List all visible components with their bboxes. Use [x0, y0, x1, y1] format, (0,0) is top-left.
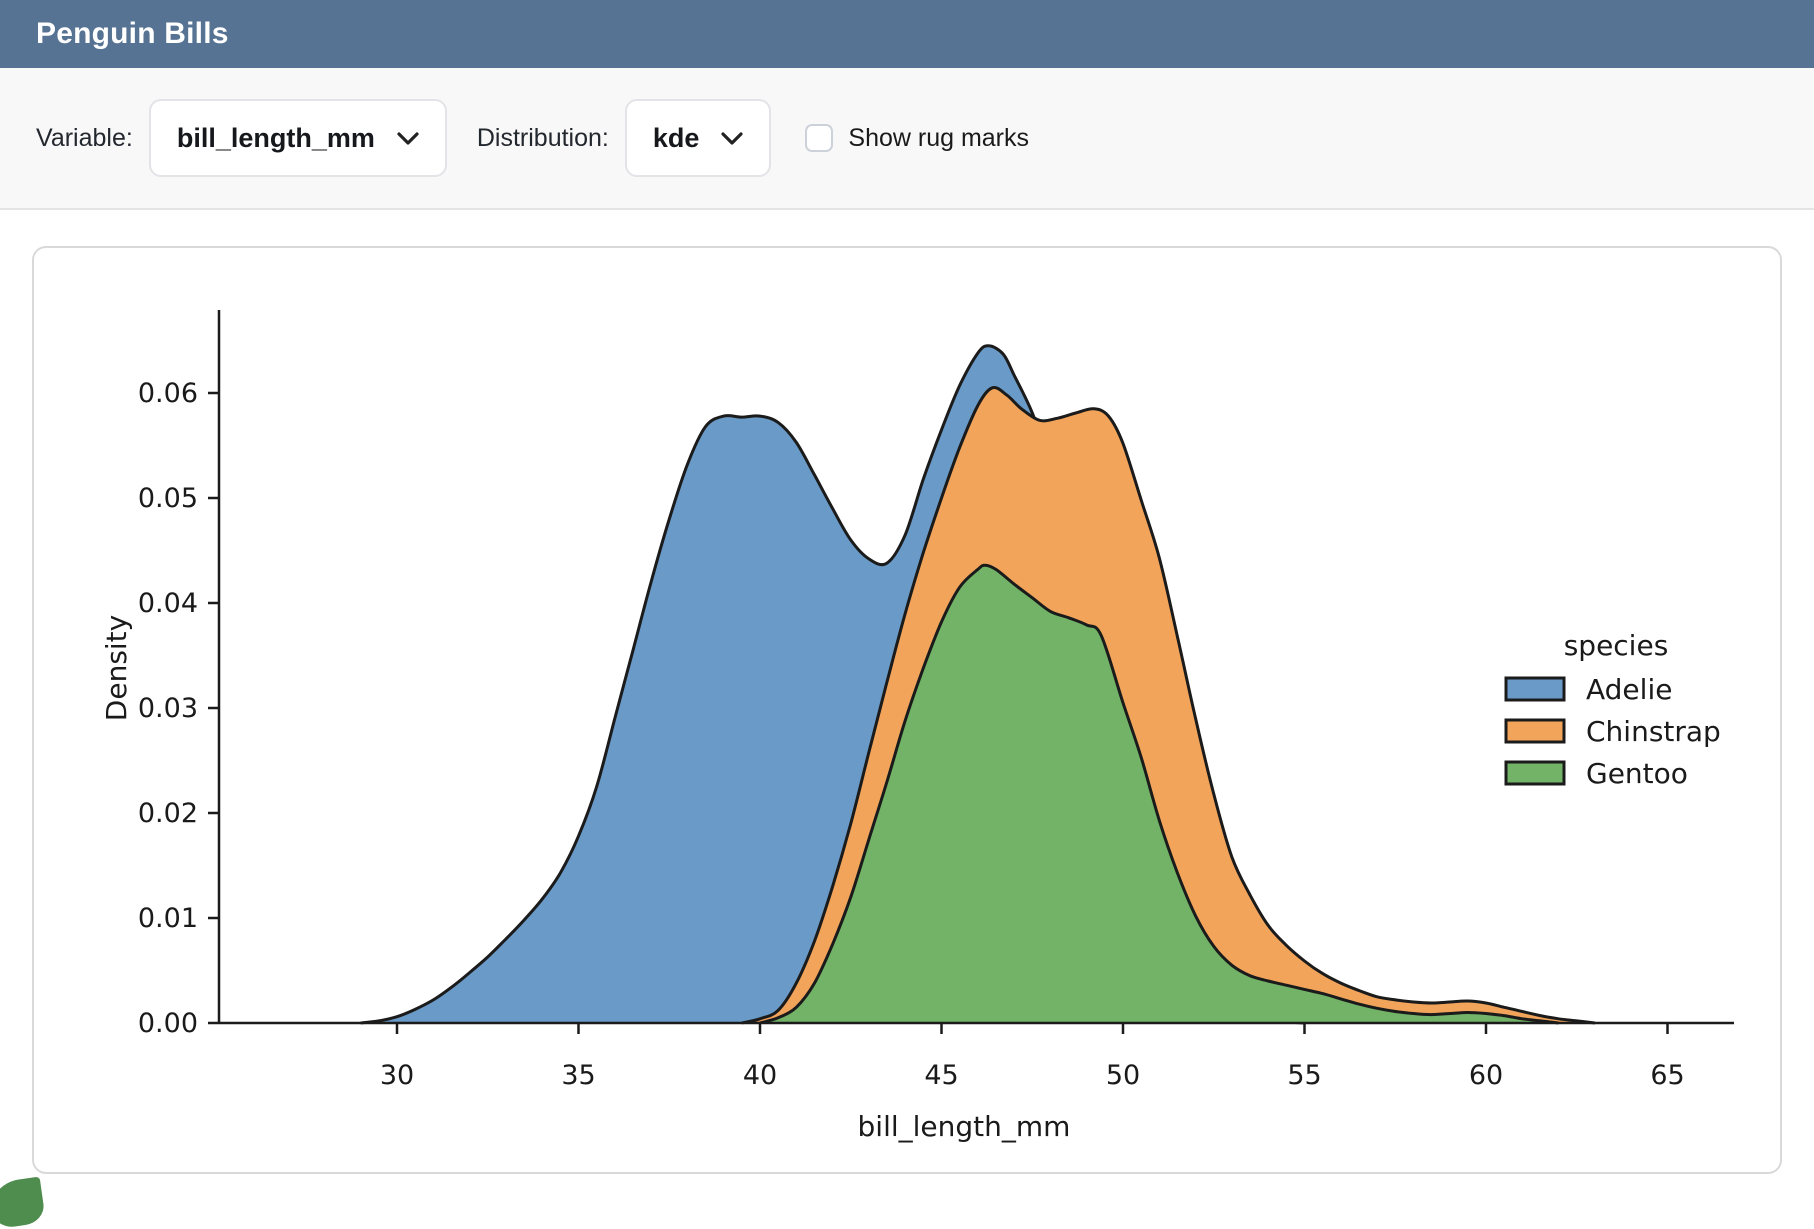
svg-text:0.00: 0.00	[138, 1008, 198, 1039]
x-axis-label: bill_length_mm	[858, 1110, 1071, 1143]
legend-title: species	[1564, 629, 1669, 662]
y-axis-label: Density	[100, 615, 133, 721]
rug-checkbox[interactable]	[805, 124, 834, 152]
svg-text:35: 35	[561, 1060, 595, 1091]
kde-series-gentoo	[759, 563, 1559, 1025]
corner-blob-decoration	[0, 1176, 46, 1229]
svg-text:0.03: 0.03	[138, 693, 198, 724]
plot-card: 30 35 40 45 50 55 60 65 0.00 0.01 0.02 0.03 0.04 0.05…	[32, 246, 1782, 1174]
distribution-select-value: kde	[652, 122, 700, 153]
legend-label-adelie: Adelie	[1586, 673, 1672, 706]
legend-label-gentoo: Gentoo	[1586, 757, 1688, 790]
svg-text:50: 50	[1106, 1060, 1140, 1091]
svg-text:40: 40	[743, 1060, 777, 1091]
page-title: Penguin Bills	[36, 17, 229, 50]
chevron-down-icon	[397, 131, 419, 145]
variable-select-value: bill_length_mm	[176, 122, 375, 153]
svg-text:0.04: 0.04	[138, 588, 198, 619]
legend-label-chinstrap: Chinstrap	[1586, 715, 1721, 748]
svg-text:60: 60	[1469, 1060, 1503, 1091]
axes: 30 35 40 45 50 55 60 65 0.00 0.01 0.02 0.03 0.04 0.05…	[100, 310, 1734, 1143]
distribution-select[interactable]: kde	[624, 99, 772, 177]
rug-checkbox-label: Show rug marks	[848, 123, 1030, 152]
svg-text:0.01: 0.01	[138, 903, 198, 934]
chevron-down-icon	[721, 131, 743, 145]
rug-checkbox-wrap[interactable]: Show rug marks	[805, 124, 1029, 153]
svg-text:55: 55	[1287, 1060, 1321, 1091]
controls-toolbar: Variable: bill_length_mm Distribution: k…	[0, 68, 1814, 210]
svg-text:30: 30	[380, 1060, 414, 1091]
legend: species Adelie Chinstrap Gentoo	[1504, 629, 1721, 790]
legend-swatch-chinstrap	[1504, 718, 1566, 744]
legend-swatch-gentoo	[1504, 760, 1566, 786]
distribution-label: Distribution:	[476, 123, 609, 152]
svg-text:0.06: 0.06	[138, 378, 198, 409]
kde-plot: 30 35 40 45 50 55 60 65 0.00 0.01 0.02 0.03 0.04 0.05…	[100, 310, 1734, 1143]
svg-text:0.02: 0.02	[138, 798, 198, 829]
svg-text:0.05: 0.05	[138, 483, 198, 514]
variable-select[interactable]: bill_length_mm	[148, 99, 447, 177]
variable-label: Variable:	[36, 123, 133, 152]
svg-text:65: 65	[1650, 1060, 1684, 1091]
app-header: Penguin Bills	[0, 0, 1814, 68]
svg-text:45: 45	[924, 1060, 958, 1091]
legend-swatch-adelie	[1504, 676, 1566, 702]
